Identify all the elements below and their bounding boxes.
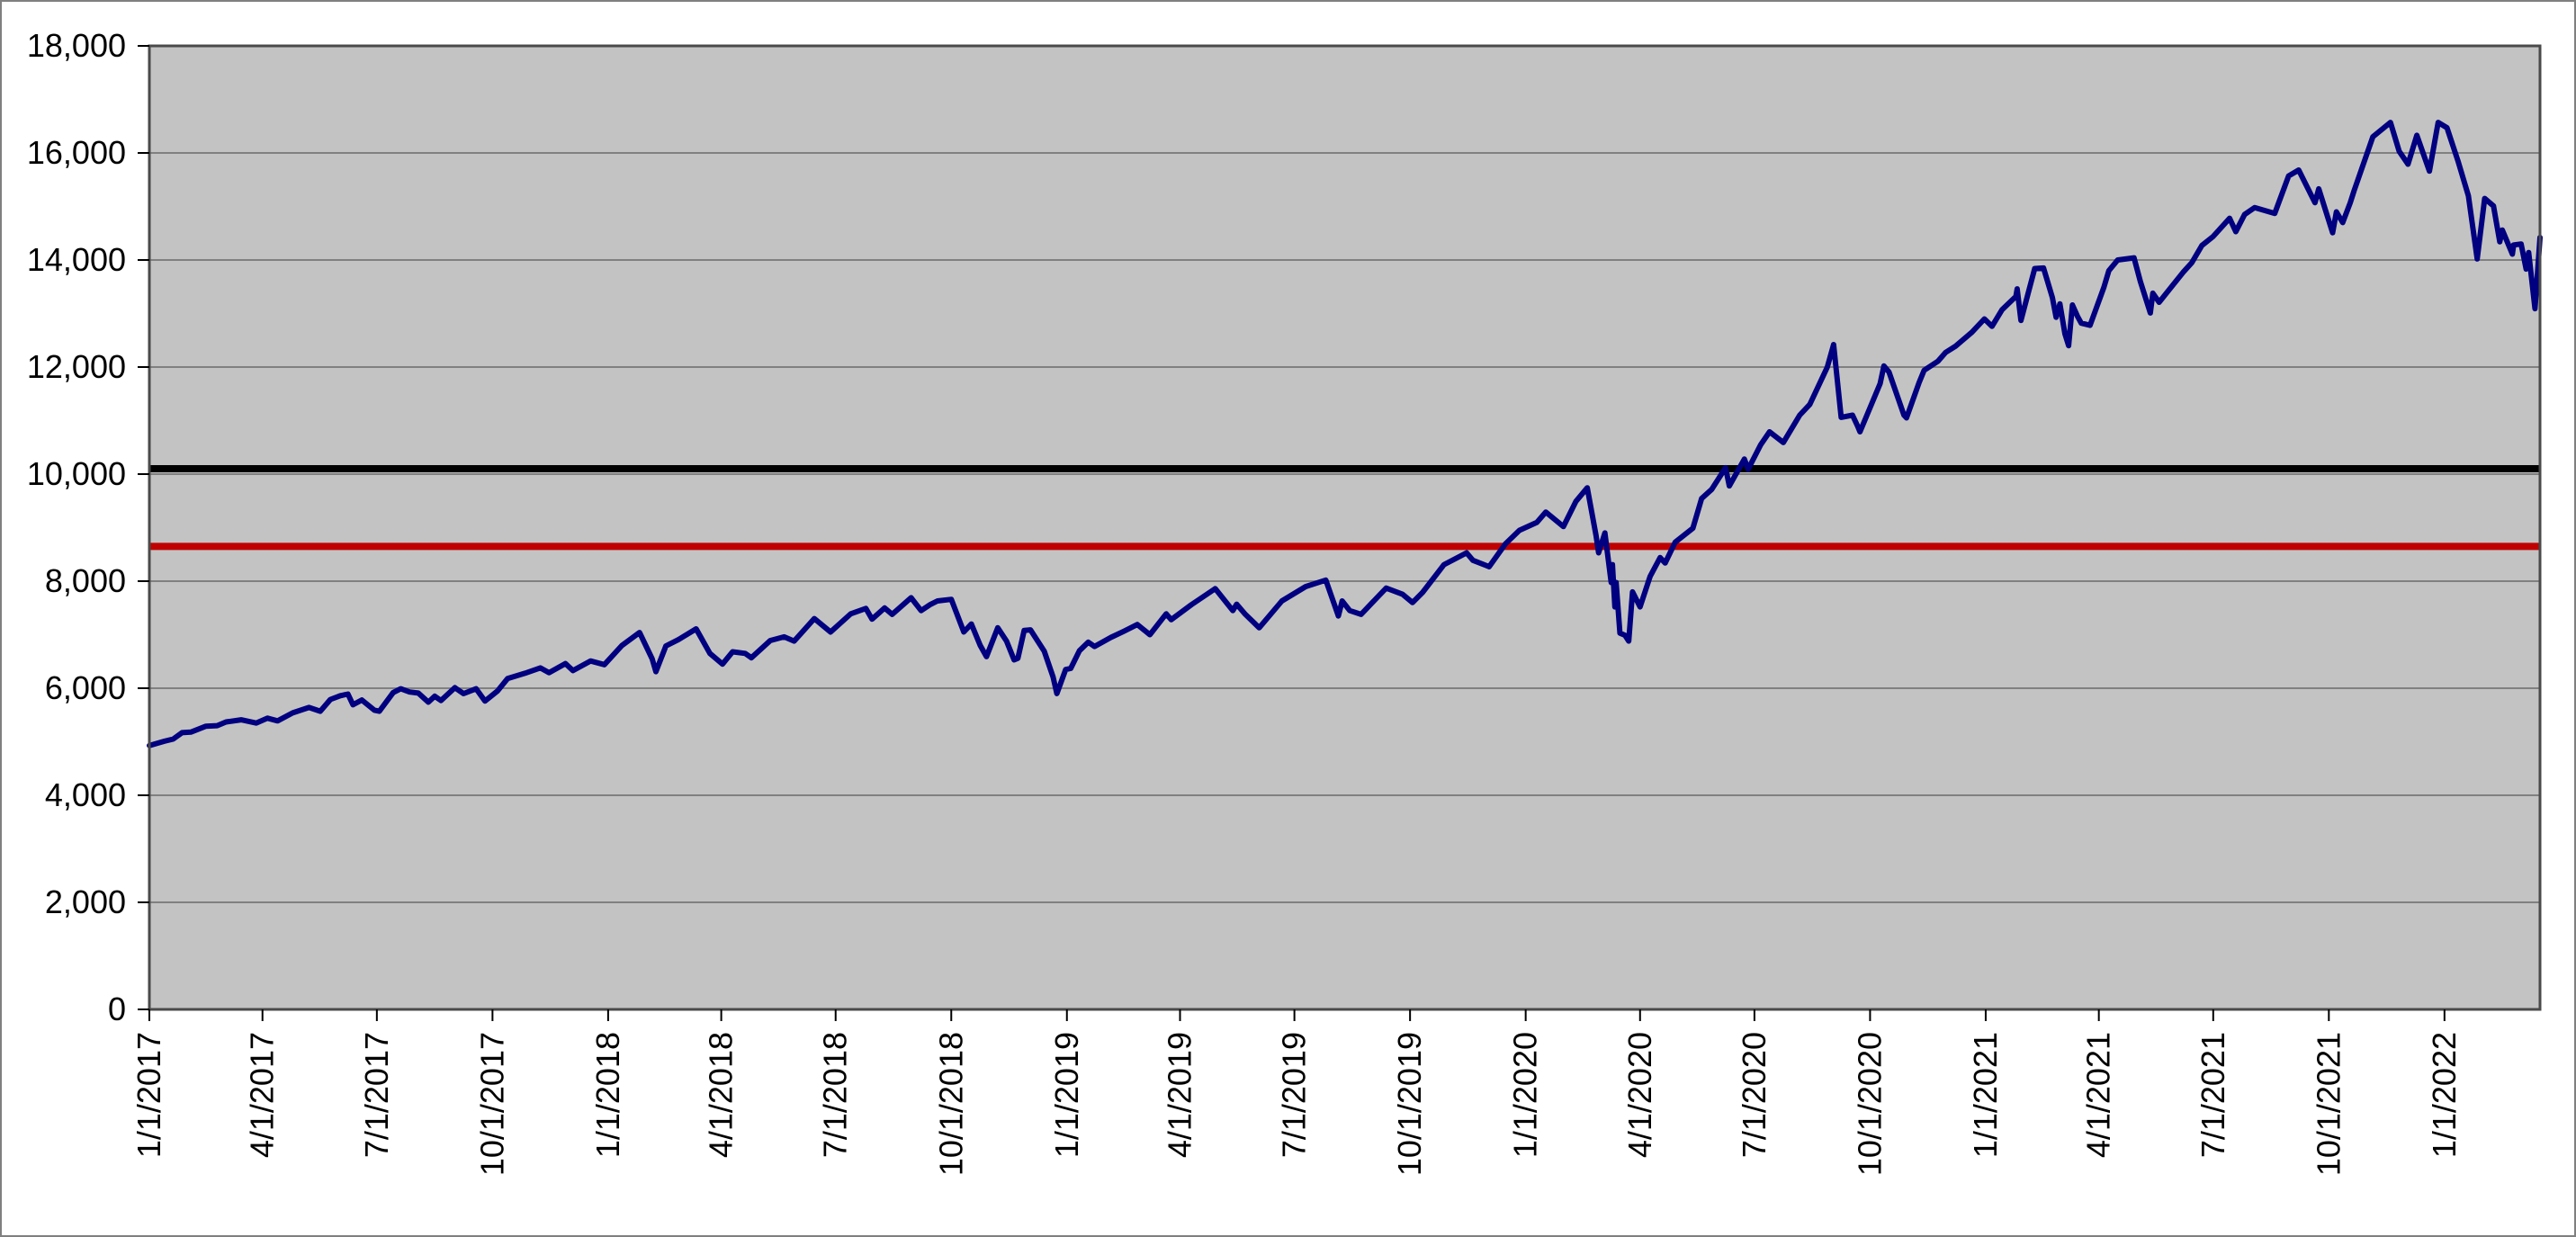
y-axis-tick-label: 18,000: [27, 27, 126, 64]
x-axis-tick-label: 4/1/2021: [2080, 1032, 2117, 1158]
y-axis-tick-label: 4,000: [45, 776, 126, 813]
x-axis-tick-label: 7/1/2020: [1736, 1032, 1773, 1158]
y-axis-tick-label: 14,000: [27, 241, 126, 278]
x-axis-tick-label: 4/1/2019: [1161, 1032, 1198, 1158]
y-axis-tick-label: 16,000: [27, 134, 126, 171]
x-axis-tick-label: 10/1/2017: [473, 1032, 510, 1176]
x-axis-tick-label: 7/1/2018: [817, 1032, 854, 1158]
x-axis-tick-label: 10/1/2020: [1851, 1032, 1888, 1176]
y-axis-tick-label: 8,000: [45, 562, 126, 599]
y-axis-tick-label: 6,000: [45, 669, 126, 706]
x-axis-tick-label: 7/1/2019: [1276, 1032, 1313, 1158]
x-axis-tick-label: 1/1/2019: [1048, 1032, 1085, 1158]
x-axis-tick-label: 1/1/2022: [2426, 1032, 2463, 1158]
x-axis-tick-label: 10/1/2021: [2310, 1032, 2347, 1176]
x-axis-tick-label: 4/1/2017: [244, 1032, 281, 1158]
x-axis-tick-label: 10/1/2018: [932, 1032, 969, 1176]
y-axis-tick-label: 12,000: [27, 348, 126, 385]
x-axis-tick-label: 7/1/2017: [358, 1032, 395, 1158]
x-axis-tick-label: 1/1/2017: [130, 1032, 167, 1158]
x-axis-tick-label: 1/1/2021: [1967, 1032, 2004, 1158]
x-axis-tick-label: 4/1/2020: [1621, 1032, 1658, 1158]
y-axis-tick-label: 2,000: [45, 883, 126, 920]
x-axis-tick-label: 4/1/2018: [703, 1032, 740, 1158]
plot-area: [149, 46, 2540, 1009]
x-axis-tick-label: 7/1/2021: [2195, 1032, 2231, 1158]
x-axis-tick-label: 10/1/2019: [1391, 1032, 1428, 1176]
data-series-line: [147, 120, 2543, 748]
x-axis-tick-label: 1/1/2018: [589, 1032, 626, 1158]
y-axis-tick-label: 0: [108, 990, 126, 1027]
x-axis-tick-label: 1/1/2020: [1507, 1032, 1544, 1158]
y-axis-tick-label: 10,000: [27, 455, 126, 492]
plot-border: [148, 44, 2542, 1011]
